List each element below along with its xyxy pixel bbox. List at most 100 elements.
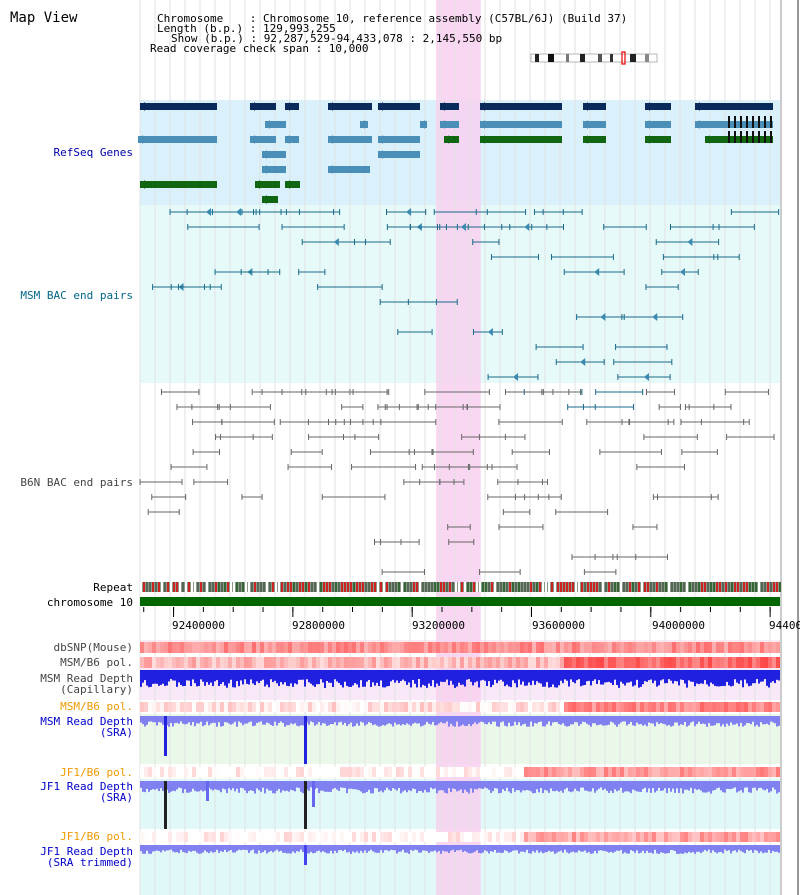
polymorphism-cell [220, 702, 224, 712]
gene-feature [583, 136, 606, 143]
read-depth-bar [394, 845, 396, 851]
read-depth-bar [194, 716, 196, 727]
gene-feature [250, 136, 276, 143]
dbsnp-cell [308, 642, 312, 653]
read-depth-bar [176, 716, 178, 723]
read-depth-bar [222, 781, 224, 789]
read-depth-bar [668, 670, 670, 680]
read-depth-bar [504, 716, 506, 726]
track-label-msm-pol-2[interactable]: MSM/B6 pol. [60, 700, 133, 713]
read-depth-bar [574, 845, 576, 853]
track-label-jf1-pol[interactable]: JF1/B6 pol. [60, 766, 133, 779]
read-depth-bar [662, 670, 664, 680]
polymorphism-cell [352, 702, 356, 712]
polymorphism-cell [684, 767, 688, 777]
dbsnp-cell [652, 642, 656, 653]
read-depth-bar [176, 845, 178, 853]
read-depth-bar [772, 670, 774, 682]
read-depth-bar [596, 670, 598, 684]
polymorphism-cell [168, 702, 172, 712]
polymorphism-cell [440, 832, 444, 842]
polymorphism-cell [400, 767, 404, 777]
polymorphism-cell [636, 832, 640, 842]
track-label-dbsnp[interactable]: dbSNP(Mouse) [53, 641, 133, 654]
polymorphism-cell [724, 702, 728, 712]
polymorphism-cell [720, 767, 724, 777]
read-depth-bar [722, 845, 724, 854]
read-depth-bar [344, 670, 346, 682]
polymorphism-cell [240, 657, 244, 668]
track-label-repeat[interactable]: Repeat [93, 581, 133, 594]
track-label-msm-pol[interactable]: MSM/B6 pol. [60, 656, 133, 669]
polymorphism-cell [172, 657, 176, 668]
polymorphism-cell [432, 832, 436, 842]
polymorphism-cell [620, 832, 624, 842]
read-depth-bar [734, 781, 736, 788]
read-depth-bar [302, 670, 304, 680]
track-label-msm-depth-sra[interactable]: MSM Read Depth (SRA) [40, 715, 133, 739]
read-depth-bar [374, 716, 376, 725]
read-depth-bar [666, 845, 668, 854]
read-depth-bar [716, 670, 718, 687]
read-depth-bar [622, 670, 624, 684]
read-depth-bar [460, 845, 462, 850]
read-depth-bar [640, 845, 642, 853]
polymorphism-cell [148, 832, 152, 842]
read-depth-bar [560, 781, 562, 791]
polymorphism-cell [312, 767, 316, 777]
read-depth-bar [406, 845, 408, 853]
dbsnp-cell [288, 642, 292, 653]
polymorphism-cell [184, 832, 188, 842]
read-depth-bar [282, 716, 284, 723]
read-depth-bar [450, 781, 452, 793]
read-depth-bar [398, 781, 400, 789]
read-depth-bar [558, 716, 560, 725]
read-depth-bar [580, 716, 582, 725]
repeat-feature [572, 582, 574, 592]
polymorphism-cell [528, 832, 532, 842]
read-depth-bar [292, 845, 294, 852]
track-label-jf1-pol-2[interactable]: JF1/B6 pol. [60, 830, 133, 843]
read-depth-bar [702, 716, 704, 724]
chromosome-info: Chromosome : Chromosome 10, reference as… [157, 12, 628, 25]
read-depth-bar [520, 670, 522, 685]
track-label-b6n-bac[interactable]: B6N BAC end pairs [20, 476, 133, 489]
read-depth-bar [630, 781, 632, 794]
track-label-msm-depth-capillary[interactable]: MSM Read Depth (Capillary) [40, 672, 133, 696]
polymorphism-cell [416, 702, 420, 712]
read-depth-bar [470, 670, 472, 682]
track-label-jf1-depth-trimmed[interactable]: JF1 Read Depth (SRA trimmed) [40, 845, 133, 869]
repeat-feature [212, 582, 214, 592]
polymorphism-cell [752, 702, 756, 712]
read-depth-bar [560, 845, 562, 851]
repeat-feature [449, 582, 451, 592]
track-label-refseq[interactable]: RefSeq Genes [53, 146, 133, 159]
read-depth-bar [224, 670, 226, 686]
polymorphism-cell [488, 832, 492, 842]
read-depth-bar [180, 845, 182, 850]
polymorphism-cell [540, 832, 544, 842]
read-depth-bar [516, 716, 518, 725]
read-depth-bar [662, 716, 664, 724]
read-depth-bar [336, 670, 338, 682]
track-label-chromosome[interactable]: chromosome 10 [46, 596, 133, 609]
read-depth-bar [182, 716, 184, 724]
repeat-feature [521, 582, 523, 592]
read-depth-bar [344, 845, 346, 850]
read-depth-bar [516, 781, 518, 791]
read-depth-bar [326, 670, 328, 681]
read-depth-bar [632, 716, 634, 726]
track-label-msm-bac[interactable]: MSM BAC end pairs [20, 289, 133, 302]
dbsnp-cell [624, 642, 628, 653]
track-label-jf1-depth-sra[interactable]: JF1 Read Depth (SRA) [40, 780, 133, 804]
read-depth-bar [198, 845, 200, 854]
read-depth-bar [196, 781, 198, 792]
gene-strand-arrow [250, 102, 255, 111]
read-depth-bar [474, 845, 476, 852]
read-depth-bar [526, 716, 528, 727]
read-depth-bar [246, 716, 248, 724]
polymorphism-cell [216, 767, 220, 777]
read-depth-bar [522, 716, 524, 725]
read-depth-bar [714, 670, 716, 686]
